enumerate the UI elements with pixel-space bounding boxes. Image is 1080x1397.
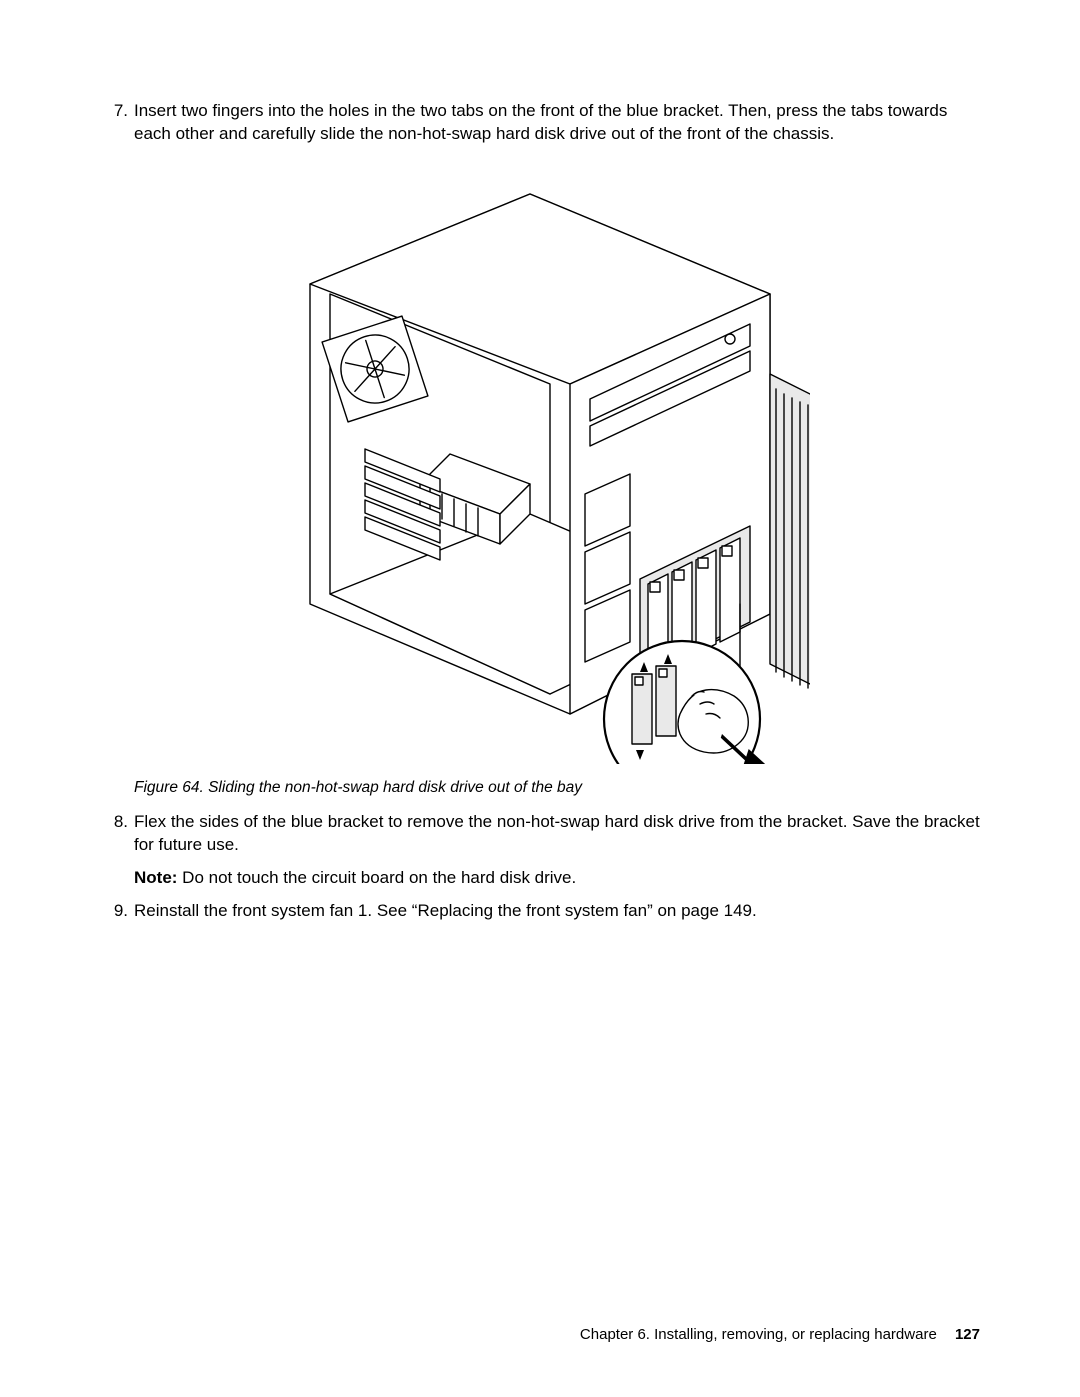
note: Note: Do not touch the circuit board on … [134, 867, 980, 890]
footer-title: Installing, removing, or replacing hardw… [654, 1326, 937, 1343]
step-7: 7. Insert two fingers into the holes in … [100, 100, 980, 146]
footer-page-number: 127 [955, 1326, 980, 1343]
page: 7. Insert two fingers into the holes in … [0, 0, 1080, 1397]
step-number: 9. [100, 900, 134, 923]
step-number: 7. [100, 100, 134, 123]
step-list-cont: 8. Flex the sides of the blue bracket to… [100, 811, 980, 923]
step-8: 8. Flex the sides of the blue bracket to… [100, 811, 980, 894]
step-text: Reinstall the front system fan 1. See “R… [134, 900, 980, 923]
page-footer: Chapter 6. Installing, removing, or repl… [580, 1325, 980, 1345]
chassis-illustration-icon [270, 174, 810, 764]
step-text: Flex the sides of the blue bracket to re… [134, 812, 980, 854]
step-9: 9. Reinstall the front system fan 1. See… [100, 900, 980, 923]
step-number: 8. [100, 811, 134, 834]
note-text: Do not touch the circuit board on the ha… [177, 868, 576, 887]
step-list: 7. Insert two fingers into the holes in … [100, 100, 980, 146]
step-body: Flex the sides of the blue bracket to re… [134, 811, 980, 894]
figure-64 [100, 174, 980, 764]
note-label: Note: [134, 868, 177, 887]
figure-caption: Figure 64. Sliding the non-hot-swap hard… [134, 778, 980, 799]
footer-chapter: Chapter 6 [580, 1326, 646, 1343]
step-text: Insert two fingers into the holes in the… [134, 100, 980, 146]
